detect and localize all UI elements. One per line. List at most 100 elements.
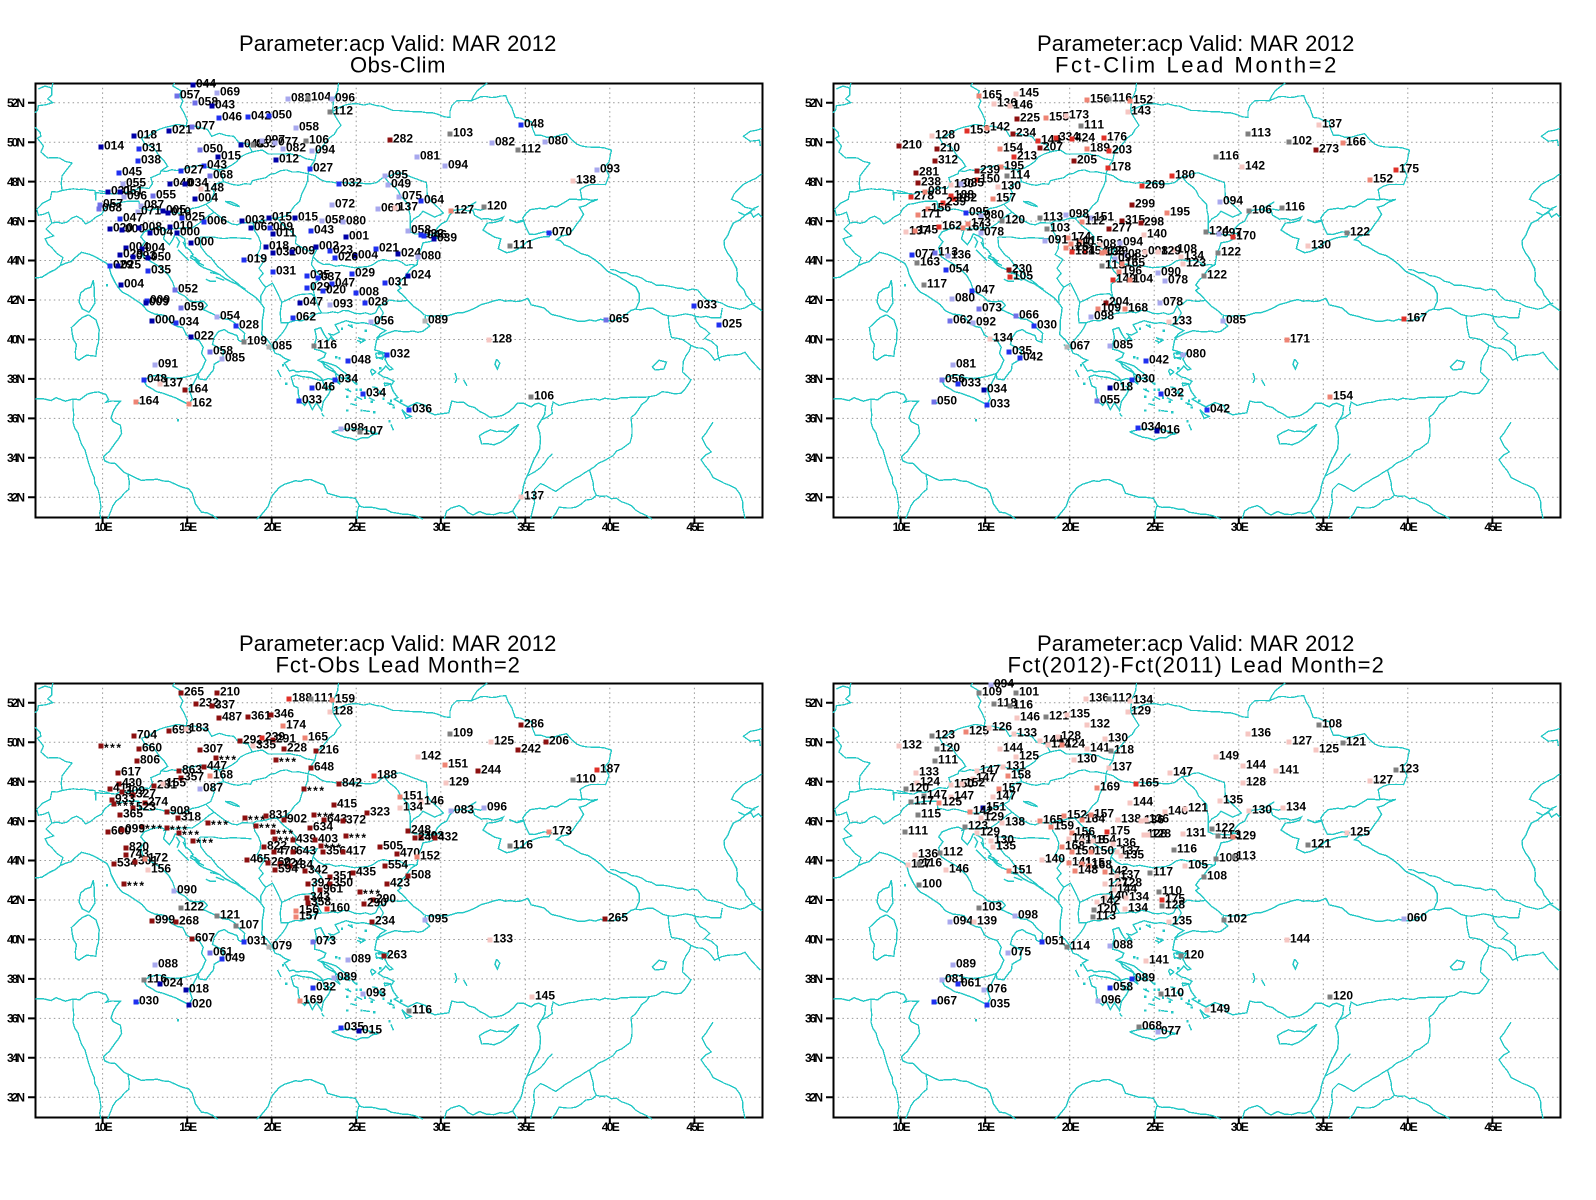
svg-text:096: 096 (127, 189, 147, 203)
svg-text:071: 071 (141, 204, 161, 218)
svg-text:042: 042 (1210, 402, 1230, 416)
svg-text:116: 116 (922, 856, 942, 870)
svg-text:144: 144 (1246, 758, 1266, 772)
svg-text:058: 058 (1113, 980, 1133, 994)
svg-text:120: 120 (487, 199, 507, 213)
svg-text:Fct-Obs Lead Month=2: Fct-Obs Lead Month=2 (276, 653, 521, 678)
svg-text:107: 107 (239, 918, 259, 932)
svg-text:122: 122 (184, 900, 204, 914)
svg-text:142: 142 (990, 120, 1010, 134)
svg-text:058: 058 (299, 120, 319, 134)
svg-text:077: 077 (1161, 1024, 1181, 1038)
svg-text:142: 142 (1100, 894, 1120, 908)
svg-text:043: 043 (314, 223, 334, 237)
svg-text:168: 168 (1092, 858, 1112, 872)
svg-text:309: 309 (125, 784, 145, 798)
svg-text:134: 134 (1128, 901, 1148, 915)
svg-text:105: 105 (1013, 269, 1033, 283)
svg-text:131: 131 (1006, 759, 1026, 773)
svg-text:113: 113 (1096, 909, 1116, 923)
svg-text:149: 149 (1219, 749, 1239, 763)
svg-text:170: 170 (1236, 229, 1256, 243)
svg-text:278: 278 (914, 189, 934, 203)
svg-text:134: 134 (993, 331, 1013, 345)
svg-text:Fct-Clim Lead Month=2: Fct-Clim Lead Month=2 (1055, 53, 1337, 78)
svg-text:004: 004 (198, 191, 218, 205)
svg-text:128: 128 (492, 332, 512, 346)
svg-text:183: 183 (189, 721, 209, 735)
svg-text:082: 082 (291, 91, 311, 105)
svg-text:265: 265 (608, 911, 628, 925)
svg-text:176: 176 (1107, 130, 1127, 144)
svg-text:***: *** (127, 879, 144, 893)
svg-text:343: 343 (310, 890, 330, 904)
svg-text:157: 157 (1094, 807, 1114, 821)
svg-text:151: 151 (986, 800, 1006, 814)
svg-text:617: 617 (121, 765, 141, 779)
svg-text:136: 136 (1089, 691, 1109, 705)
svg-text:117: 117 (927, 277, 947, 291)
svg-text:042: 042 (1023, 350, 1043, 364)
svg-text:032: 032 (390, 347, 410, 361)
svg-text:842: 842 (342, 776, 362, 790)
svg-text:080: 080 (346, 214, 366, 228)
svg-text:025: 025 (722, 317, 742, 331)
svg-text:***: *** (349, 831, 366, 845)
svg-text:138: 138 (1005, 815, 1025, 829)
svg-text:125: 125 (494, 734, 514, 748)
svg-text:863: 863 (182, 763, 202, 777)
svg-text:122: 122 (1215, 821, 1235, 835)
svg-text:121: 121 (1188, 801, 1208, 815)
svg-text:027: 027 (184, 163, 204, 177)
svg-text:136: 136 (918, 847, 938, 861)
svg-text:093: 093 (366, 986, 386, 1000)
svg-text:171: 171 (1290, 332, 1310, 346)
svg-text:015: 015 (362, 1023, 382, 1037)
svg-text:168: 168 (1128, 301, 1148, 315)
svg-text:032: 032 (424, 227, 444, 241)
svg-text:***: *** (317, 810, 334, 824)
svg-text:060: 060 (1407, 911, 1427, 925)
svg-text:122: 122 (1207, 268, 1227, 282)
svg-text:064: 064 (424, 193, 444, 207)
svg-text:030: 030 (1037, 318, 1057, 332)
svg-text:034: 034 (338, 372, 358, 386)
svg-text:274: 274 (148, 795, 168, 809)
svg-text:004: 004 (358, 248, 378, 262)
svg-text:118: 118 (1114, 743, 1134, 757)
svg-text:010: 010 (173, 219, 193, 233)
svg-text:335: 335 (256, 738, 276, 752)
svg-text:143: 143 (1131, 104, 1151, 118)
svg-text:273: 273 (1319, 142, 1339, 156)
svg-text:137: 137 (1120, 868, 1140, 882)
svg-text:089: 089 (337, 970, 357, 984)
svg-text:125: 125 (969, 724, 989, 738)
svg-text:112: 112 (521, 142, 541, 156)
svg-text:075: 075 (1011, 945, 1031, 959)
svg-text:094: 094 (448, 158, 468, 172)
svg-text:004: 004 (145, 241, 165, 255)
svg-text:156: 156 (1090, 92, 1110, 106)
svg-text:113: 113 (938, 245, 958, 259)
svg-text:933: 933 (115, 792, 135, 806)
svg-text:207: 207 (1043, 140, 1063, 154)
svg-text:116: 116 (1177, 842, 1197, 856)
svg-text:155: 155 (1049, 110, 1069, 124)
svg-text:090: 090 (1161, 265, 1181, 279)
svg-text:049: 049 (225, 951, 245, 965)
svg-text:032: 032 (1164, 386, 1184, 400)
svg-text:447: 447 (207, 759, 227, 773)
svg-text:234: 234 (1016, 126, 1036, 140)
svg-text:057: 057 (180, 88, 200, 102)
svg-text:069: 069 (220, 85, 240, 99)
svg-text:142: 142 (1108, 864, 1128, 878)
svg-text:104: 104 (311, 90, 331, 104)
svg-text:165: 165 (982, 88, 1002, 102)
svg-text:020: 020 (192, 997, 212, 1011)
svg-text:113: 113 (1251, 126, 1271, 140)
svg-text:010: 010 (171, 205, 191, 219)
svg-text:162: 162 (192, 396, 212, 410)
svg-text:187: 187 (600, 762, 620, 776)
svg-text:091: 091 (158, 357, 178, 371)
svg-text:***: *** (196, 836, 213, 850)
